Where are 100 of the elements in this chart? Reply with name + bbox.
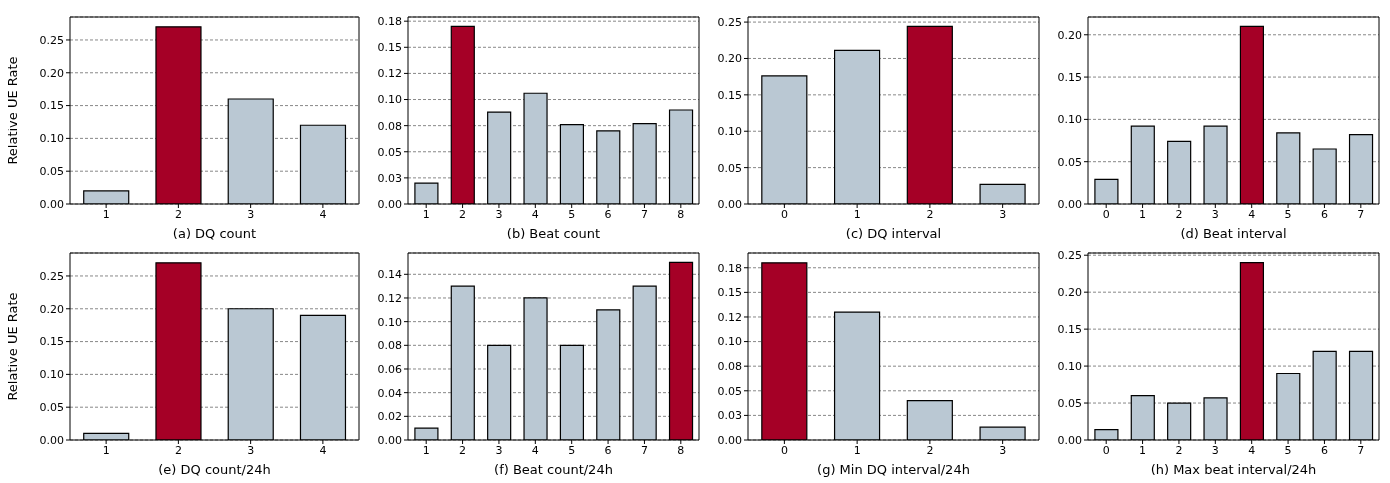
x-tick-label: 7 [640,443,648,457]
x-axis-title: (c) DQ interval [845,226,942,241]
y-tick-label: 0.10 [1057,359,1082,373]
y-tick-label: 0.15 [39,335,64,349]
y-tick-label: 0.18 [717,261,742,275]
y-tick-label: 0.04 [377,386,402,400]
y-tick-label: 0.00 [39,433,64,447]
y-tick-label: 0.05 [717,161,742,175]
x-tick-label: 5 [568,443,576,457]
x-tick-label: 4 [531,207,539,221]
y-tick-label: 0.05 [39,401,64,415]
x-tick-label: 3 [247,207,255,221]
x-tick-label: 3 [999,443,1007,457]
x-tick-label: 7 [1357,207,1365,221]
x-tick-label: 3 [495,443,503,457]
x-tick-label: 5 [1284,207,1292,221]
x-tick-label: 4 [319,443,327,457]
y-tick-label: 0.00 [717,197,742,211]
x-tick-label: 8 [677,443,685,457]
y-tick-label: 0.10 [377,93,402,107]
x-tick-label: 0 [780,443,788,457]
x-tick-label: 2 [174,443,182,457]
x-tick-label: 3 [495,207,503,221]
x-tick-label: 1 [1139,207,1147,221]
y-tick-label: 0.08 [717,360,742,374]
x-tick-label: 7 [640,207,648,221]
y-tick-label: 0.00 [1057,197,1082,211]
x-axis-title: (a) DQ count [172,226,257,241]
x-axis-title: (e) DQ count/24h [158,462,271,477]
y-tick-label: 0.25 [39,33,64,47]
x-tick-label: 2 [459,207,467,221]
y-tick-label: 0.05 [1057,396,1082,410]
x-axis-title: (h) Max beat interval/24h [1150,462,1317,477]
y-tick-label: 0.12 [717,310,742,324]
x-tick-label: 1 [853,443,861,457]
y-tick-label: 0.00 [717,433,742,447]
y-tick-label: 0.18 [377,15,402,29]
x-tick-label: 3 [1211,207,1219,221]
x-tick-label: 2 [459,443,467,457]
y-tick-label: 0.14 [377,268,402,282]
y-tick-label: 0.10 [717,125,742,139]
y-tick-label: 0.10 [1057,113,1082,127]
x-tick-label: 6 [1320,207,1328,221]
x-tick-label: 1 [1139,443,1147,457]
x-tick-label: 1 [853,207,861,221]
x-tick-label: 2 [926,207,934,221]
y-tick-label: 0.05 [717,384,742,398]
y-tick-label: 0.15 [39,99,64,113]
y-tick-label: 0.15 [1057,70,1082,84]
y-tick-label: 0.03 [377,171,402,185]
y-tick-label: 0.06 [377,362,402,376]
y-tick-label: 0.05 [1057,155,1082,169]
y-tick-label: 0.08 [377,339,402,353]
x-tick-label: 2 [1175,207,1183,221]
x-tick-label: 1 [422,207,430,221]
y-tick-label: 0.20 [717,52,742,66]
x-tick-label: 1 [422,443,430,457]
x-tick-label: 0 [1102,207,1110,221]
y-tick-label: 0.20 [39,302,64,316]
y-tick-label: 0.10 [39,132,64,146]
y-tick-label: 0.08 [377,119,402,133]
y-tick-label: 0.00 [39,197,64,211]
x-tick-label: 3 [1211,443,1219,457]
x-tick-label: 4 [319,207,327,221]
y-tick-label: 0.20 [1057,28,1082,42]
x-tick-label: 3 [247,443,255,457]
y-tick-label: 0.10 [39,368,64,382]
y-tick-label: 0.02 [377,410,402,424]
y-tick-label: 0.00 [1057,433,1082,447]
x-tick-label: 5 [1284,443,1292,457]
x-tick-label: 2 [1175,443,1183,457]
y-tick-label: 0.05 [39,165,64,179]
y-tick-label: 0.25 [717,16,742,29]
y-tick-label: 0.20 [1057,286,1082,300]
x-tick-label: 6 [1320,443,1328,457]
y-tick-label: 0.05 [377,145,402,159]
x-tick-label: 0 [1102,443,1110,457]
y-tick-label: 0.15 [717,88,742,102]
x-axis-title: (f) Beat count/24h [494,462,613,477]
x-tick-label: 3 [999,207,1007,221]
x-tick-label: 2 [174,207,182,221]
y-tick-label: 0.00 [377,433,402,447]
y-tick-label: 0.15 [717,286,742,300]
x-tick-label: 1 [102,207,110,221]
x-tick-label: 4 [1248,443,1256,457]
x-axis-title: (d) Beat interval [1180,226,1287,241]
x-tick-label: 1 [102,443,110,457]
x-tick-label: 6 [604,207,612,221]
y-tick-label: 0.12 [377,67,402,81]
y-tick-label: 0.10 [717,335,742,349]
x-tick-label: 2 [926,443,934,457]
y-tick-label: 0.25 [1057,249,1082,263]
y-tick-label: 0.10 [377,315,402,329]
x-tick-label: 0 [780,207,788,221]
y-tick-label: 0.15 [377,41,402,55]
y-tick-label: 0.15 [1057,323,1082,337]
y-tick-label: 0.03 [717,409,742,423]
x-tick-label: 7 [1357,443,1365,457]
y-tick-label: 0.20 [39,66,64,80]
x-axis-title: (g) Min DQ interval/24h [817,462,970,477]
